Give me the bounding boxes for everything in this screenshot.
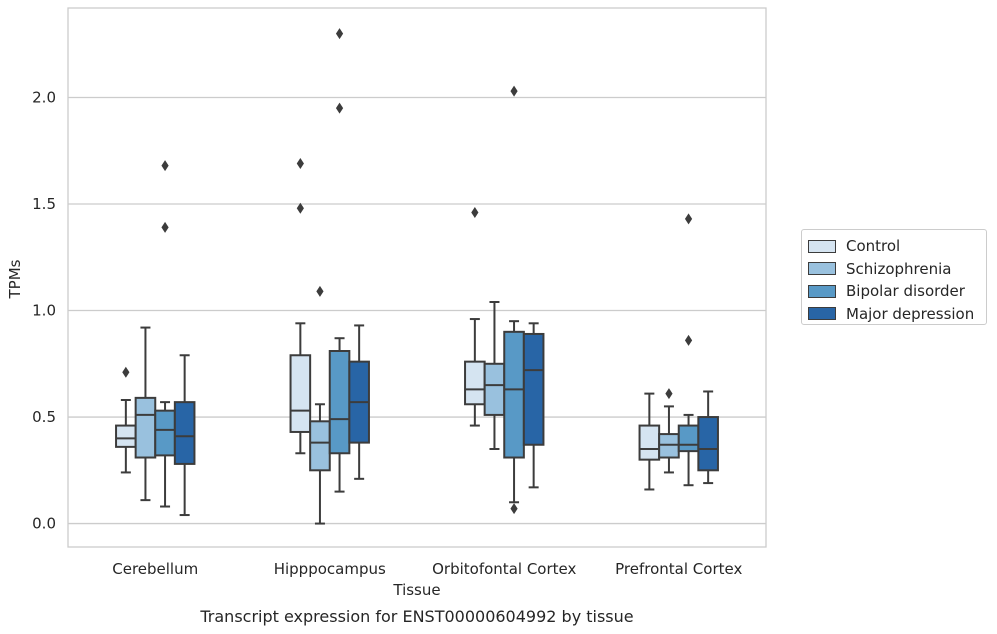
legend-item-major-depression: Major depression — [808, 303, 986, 326]
y-tick-label: 1.5 — [32, 195, 56, 213]
outlier-point — [665, 388, 673, 400]
outlier-point — [122, 366, 130, 378]
iqr-box — [638, 424, 661, 461]
iqr-box — [522, 332, 545, 446]
iqr-box — [677, 424, 700, 453]
y-tick-label: 0.5 — [32, 408, 56, 426]
outlier-point — [161, 160, 169, 172]
legend: Control Schizophrenia Bipolar disorder M… — [801, 229, 987, 325]
outlier-point — [684, 334, 693, 346]
outlier-point — [296, 202, 304, 214]
iqr-box — [154, 409, 176, 457]
outlier-point — [296, 158, 304, 170]
iqr-box — [173, 401, 196, 465]
plot-area-frame — [67, 7, 767, 548]
outlier-point — [335, 28, 344, 40]
box-series — [115, 28, 719, 525]
legend-item-schizophrenia: Schizophrenia — [808, 258, 986, 281]
legend-label: Major depression — [846, 304, 975, 323]
x-tick-label: Orbitofontal Cortex — [432, 560, 576, 578]
x-axis-label: Tissue — [392, 581, 440, 599]
iqr-box — [697, 416, 719, 472]
outlier-point — [471, 207, 479, 219]
legend-swatch — [808, 262, 836, 276]
outlier-point — [316, 285, 324, 297]
outlier-point — [510, 85, 518, 97]
grid-lines — [68, 96, 766, 525]
box-control — [464, 207, 486, 427]
box-control — [289, 158, 312, 455]
chart-caption: Transcript expression for ENST0000060499… — [199, 607, 633, 626]
legend-swatch — [808, 307, 836, 321]
x-tick-label: Cerebellum — [112, 560, 198, 578]
y-axis-ticks: 0.0 0.5 1.0 1.5 2.0 — [32, 88, 56, 532]
x-tick-label: Hipppocampus — [274, 560, 386, 578]
iqr-box — [328, 350, 351, 455]
iqr-box — [309, 420, 331, 472]
box-schizophrenia — [309, 285, 331, 525]
y-axis-label: TPMs — [6, 259, 24, 299]
iqr-box — [483, 362, 506, 416]
box-control — [115, 366, 137, 474]
legend-swatch — [808, 239, 836, 253]
legend-label: Schizophrenia — [846, 259, 952, 278]
y-tick-label: 1.0 — [32, 302, 56, 320]
box-major-depression — [348, 324, 370, 480]
iqr-box — [289, 354, 312, 433]
box-schizophrenia — [134, 326, 157, 502]
box-schizophrenia — [483, 301, 506, 450]
legend-item-control: Control — [808, 235, 986, 258]
iqr-box — [464, 360, 486, 406]
outlier-point — [161, 221, 169, 233]
y-tick-label: 0.0 — [32, 515, 56, 533]
outlier-point — [335, 102, 344, 114]
legend-swatch — [808, 284, 836, 298]
legend-label: Control — [846, 237, 901, 256]
box-bipolar-disorder — [677, 213, 700, 487]
box-bipolar-disorder — [154, 160, 176, 508]
iqr-box — [115, 424, 137, 448]
x-axis-ticks: Cerebellum Hipppocampus Orbitofontal Corte… — [112, 560, 742, 578]
y-tick-label: 2.0 — [32, 88, 56, 106]
iqr-box — [134, 396, 157, 459]
outlier-point — [684, 213, 693, 225]
x-tick-label: Prefrontal Cortex — [615, 560, 742, 578]
box-major-depression — [173, 354, 196, 517]
box-bipolar-disorder — [503, 85, 525, 515]
iqr-box — [503, 330, 525, 459]
legend-item-bipolar-disorder: Bipolar disorder — [808, 280, 986, 303]
box-major-depression — [697, 390, 719, 485]
outlier-point — [510, 503, 518, 515]
box-control — [638, 392, 661, 491]
iqr-box — [658, 433, 680, 459]
legend-label: Bipolar disorder — [846, 282, 965, 301]
box-major-depression — [522, 322, 545, 489]
box-schizophrenia — [658, 388, 680, 474]
